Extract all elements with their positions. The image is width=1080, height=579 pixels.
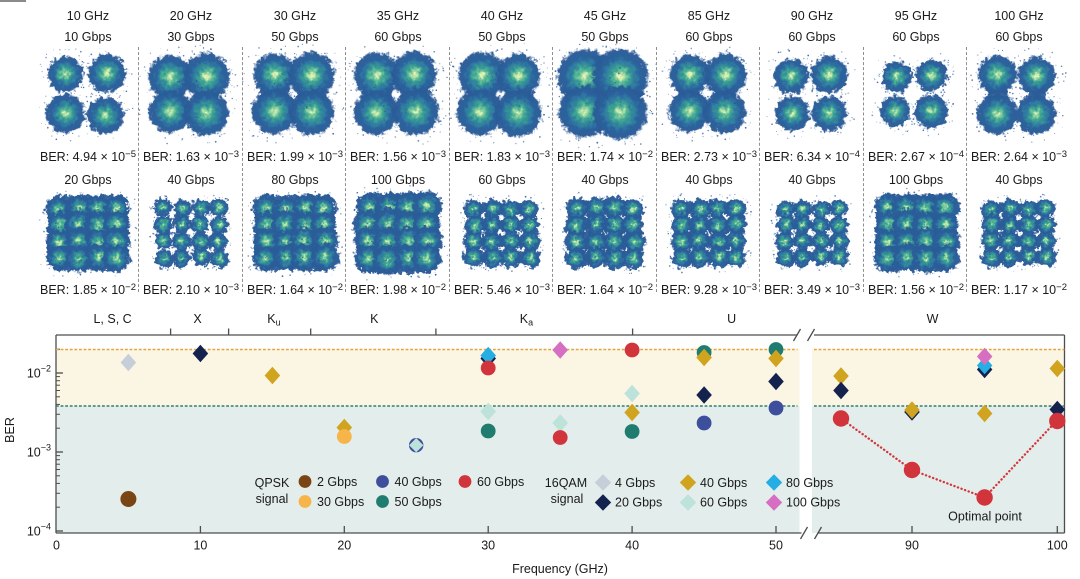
- svg-text:40: 40: [625, 539, 639, 553]
- svg-text:40 Gbps: 40 Gbps: [700, 476, 747, 490]
- svg-text:16QAM: 16QAM: [545, 476, 587, 490]
- svg-text:K: K: [370, 312, 379, 326]
- svg-text:100: 100: [1047, 539, 1068, 553]
- svg-text:30: 30: [481, 539, 495, 553]
- svg-text:2 Gbps: 2 Gbps: [317, 475, 357, 489]
- svg-text:10−2: 10−2: [27, 364, 51, 381]
- svg-text:40 Gbps: 40 Gbps: [395, 475, 442, 489]
- svg-text:U: U: [727, 312, 736, 326]
- svg-text:50 Gbps: 50 Gbps: [395, 495, 442, 509]
- svg-text:50: 50: [769, 539, 783, 553]
- svg-text:signal: signal: [256, 492, 289, 506]
- svg-text:Frequency (GHz): Frequency (GHz): [512, 562, 608, 576]
- svg-text:20 Gbps: 20 Gbps: [615, 496, 662, 510]
- svg-text:0: 0: [53, 539, 60, 553]
- svg-text:L, S, C: L, S, C: [93, 312, 131, 326]
- svg-text:60 Gbps: 60 Gbps: [700, 496, 747, 510]
- svg-text:20: 20: [337, 539, 351, 553]
- svg-text:W: W: [927, 312, 939, 326]
- svg-text:Ku: Ku: [267, 312, 280, 328]
- svg-text:10: 10: [193, 539, 207, 553]
- svg-text:Ka: Ka: [520, 312, 533, 328]
- svg-text:10−4: 10−4: [27, 522, 51, 539]
- svg-text:80 Gbps: 80 Gbps: [786, 476, 833, 490]
- svg-text:BER: BER: [3, 417, 17, 443]
- svg-text:10−3: 10−3: [27, 443, 51, 460]
- svg-text:Optimal point: Optimal point: [948, 510, 1022, 524]
- svg-text:100 Gbps: 100 Gbps: [786, 496, 840, 510]
- svg-text:60 Gbps: 60 Gbps: [477, 475, 524, 489]
- svg-text:4 Gbps: 4 Gbps: [615, 476, 655, 490]
- svg-text:30 Gbps: 30 Gbps: [317, 495, 364, 509]
- svg-text:X: X: [193, 312, 202, 326]
- svg-text:signal: signal: [551, 492, 584, 506]
- svg-text:QPSK: QPSK: [255, 476, 290, 490]
- svg-text:90: 90: [905, 539, 919, 553]
